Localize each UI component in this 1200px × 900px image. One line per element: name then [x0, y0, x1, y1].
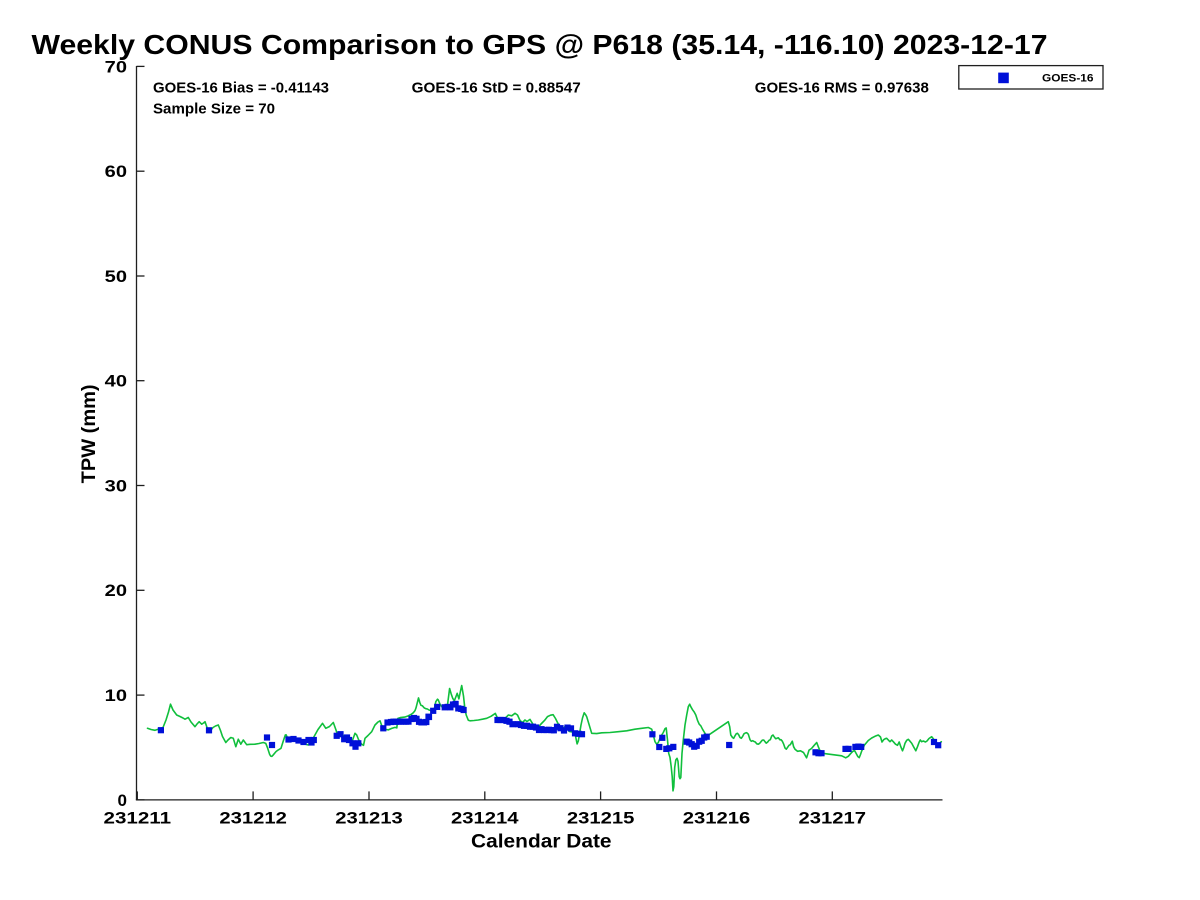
svg-text:231216: 231216: [683, 808, 751, 827]
svg-text:231213: 231213: [335, 808, 403, 827]
svg-text:30: 30: [105, 476, 127, 495]
svg-text:50: 50: [105, 267, 127, 286]
svg-text:20: 20: [105, 581, 127, 600]
svg-text:Weekly CONUS Comparison to GPS: Weekly CONUS Comparison to GPS @ P618 (3…: [32, 29, 1048, 60]
svg-text:231212: 231212: [219, 808, 287, 827]
svg-text:TPW (mm): TPW (mm): [78, 384, 100, 483]
svg-text:GOES-16 Bias = -0.41143: GOES-16 Bias = -0.41143: [153, 79, 329, 96]
svg-text:40: 40: [105, 372, 127, 391]
svg-text:70: 70: [105, 57, 127, 76]
svg-text:Calendar Date: Calendar Date: [471, 831, 612, 853]
svg-text:231211: 231211: [104, 808, 172, 827]
svg-text:10: 10: [105, 686, 127, 705]
svg-text:0: 0: [118, 791, 127, 810]
svg-text:GOES-16 RMS = 0.97638: GOES-16 RMS = 0.97638: [755, 79, 929, 96]
svg-text:60: 60: [105, 162, 127, 181]
svg-text:231214: 231214: [451, 808, 519, 827]
svg-text:GOES-16 StD = 0.88547: GOES-16 StD = 0.88547: [412, 79, 581, 96]
svg-text:Sample Size = 70: Sample Size = 70: [153, 100, 275, 117]
svg-text:231215: 231215: [567, 808, 635, 827]
svg-text:GOES-16: GOES-16: [1042, 72, 1094, 84]
svg-text:231217: 231217: [799, 808, 867, 827]
